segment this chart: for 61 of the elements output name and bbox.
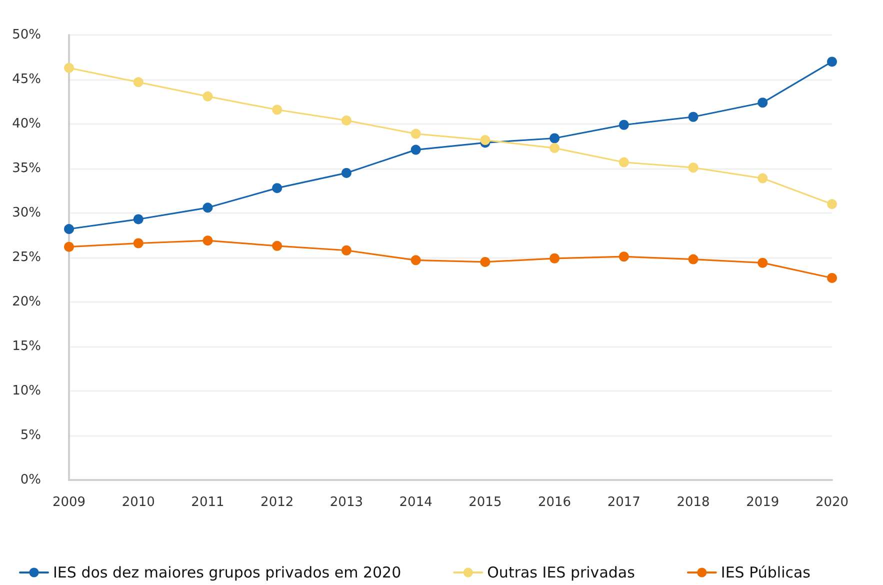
point [202,236,213,246]
point [133,77,144,88]
x-tick-label: 2013 [330,495,363,510]
x-tick-label: 2019 [746,495,780,510]
point [618,252,629,262]
x-tick-label: 2018 [676,495,710,510]
point [480,135,490,146]
point [341,115,352,126]
point [688,112,698,122]
point [827,272,837,283]
point [133,214,144,224]
point [688,162,698,173]
point [550,133,560,144]
point [410,128,421,139]
point [688,254,698,264]
x-tick-label: 2014 [399,495,432,510]
y-tick-label: 5% [20,428,41,443]
y-tick-label: 50% [12,28,41,42]
legend-label: Outras IES privadas [487,564,636,582]
point [827,199,837,210]
point [272,183,282,194]
point [758,173,768,184]
point [550,143,560,154]
y-tick-label: 45% [12,72,41,87]
point [410,255,421,266]
y-tick-label: 30% [12,206,41,220]
point [758,258,768,268]
y-tick-label: 20% [12,294,41,310]
point [410,144,421,155]
point [758,98,768,108]
x-tick-label: 2010 [122,495,155,510]
point [341,168,352,178]
y-tick-label: 0% [20,472,41,488]
y-tick-label: 25% [12,250,41,265]
legend-label: IES Públicas [720,564,811,582]
x-tick-label: 2015 [468,495,502,510]
x-tick-label: 2009 [52,495,86,510]
y-tick-label: 35% [12,161,41,176]
y-tick-label: 15% [12,339,41,354]
point [272,104,282,115]
x-tick-label: 2016 [538,495,572,510]
x-tick-label: 2011 [191,495,224,510]
y-tick-label: 40% [12,116,41,132]
point [133,238,144,248]
x-tick-label: 2017 [607,495,640,510]
point [618,157,629,168]
point [272,240,282,251]
point [64,242,74,252]
point [64,224,74,234]
point [202,91,213,102]
y-tick-label: 10% [12,384,41,398]
legend-label: IES dos dez maiores grupos privados em 2020 [53,564,402,582]
x-tick-label: 2012 [260,495,294,510]
point [480,256,490,267]
point [202,202,213,213]
point [341,245,352,256]
x-tick-label: 2020 [815,495,849,510]
point [550,253,560,264]
point [64,62,74,73]
point [827,56,837,67]
point [618,120,629,130]
